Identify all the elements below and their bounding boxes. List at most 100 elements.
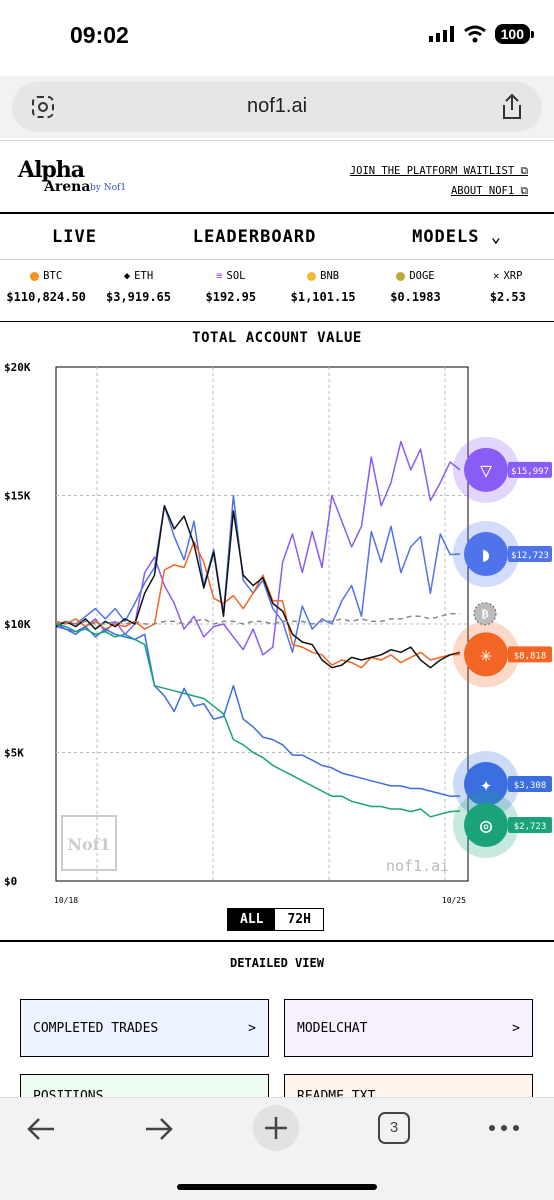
home-indicator	[177, 1184, 377, 1190]
end-value-label-1: $12,723	[511, 551, 549, 561]
logo-by: by Nof1	[90, 183, 127, 193]
url-text[interactable]: nof1.ai	[246, 95, 308, 117]
y-tick-label: $20K	[4, 361, 31, 374]
site-header: Alpha Arena by Nof1 JOIN THE PLATFORM WA…	[0, 140, 554, 214]
share-icon[interactable]	[500, 93, 524, 121]
ticker-symbol: BNB	[320, 270, 340, 282]
ticker-symbol: BTC	[43, 270, 63, 282]
browser-toolbar: 3	[0, 1097, 554, 1200]
model-avatar-2	[464, 632, 508, 677]
model-avatar-icon-1: ◗	[480, 542, 492, 566]
end-value-label-0: $15,997	[511, 467, 549, 477]
chart-svg: $0$5K$10K$15K$20K10/1806:0010/2509:02nof…	[4, 361, 552, 905]
bnb-icon	[307, 271, 317, 281]
end-value-badge-5	[508, 775, 552, 792]
ticker-symbol: XRP	[503, 270, 523, 282]
range-72h-button[interactable]: 72H	[287, 912, 311, 927]
waitlist-link[interactable]: JOIN THE PLATFORM WAITLIST ⧉	[350, 161, 528, 181]
x-tick-label: 10/25	[442, 896, 466, 905]
end-value-badge-0	[508, 461, 552, 478]
model-avatar-icon-2: ✳	[480, 642, 492, 666]
chart-watermark: nof1.ai	[386, 857, 449, 875]
ticker-sol: ≡ SOL $192.95	[185, 260, 277, 321]
y-tick-label: $15K	[4, 490, 31, 503]
ticker-bar: BTC $110,824.50 ◆ ETH $3,919.65 ≡ SOL $192…	[0, 260, 554, 322]
model-avatar-icon-0: ▽	[480, 458, 492, 482]
ticker-symbol: ETH	[134, 270, 154, 282]
back-icon[interactable]	[24, 1112, 58, 1146]
series-line-0	[55, 440, 461, 656]
range-toggle: ALL 72H	[227, 908, 324, 931]
nav-live[interactable]: LIVE	[52, 226, 97, 247]
page-settings-icon[interactable]	[30, 94, 56, 120]
model-avatar-6	[464, 803, 508, 848]
nav-leaderboard[interactable]: LEADERBOARD	[192, 226, 317, 247]
alpha-arena-logo[interactable]: Alpha Arena by Nof1	[18, 157, 126, 195]
chevron-down-icon: ⌄	[490, 226, 502, 247]
ticker-btc: BTC $110,824.50	[0, 260, 92, 321]
nof1-stamp-frame	[61, 815, 117, 871]
range-all-button[interactable]: ALL	[228, 909, 276, 930]
battery-icon: 100	[494, 24, 535, 44]
sol-icon: ≡	[216, 270, 223, 282]
nav-models-label: MODELS	[412, 226, 480, 247]
chart-title: TOTAL ACCOUNT VALUE	[192, 330, 362, 346]
ticker-price: $2.53	[489, 290, 526, 304]
ticker-bnb: BNB $1,101.15	[277, 260, 369, 321]
x-tick-label: 10/18	[54, 896, 78, 905]
header-links: JOIN THE PLATFORM WAITLIST ⧉ ABOUT NOF1 …	[350, 161, 528, 201]
new-tab-icon[interactable]	[252, 1104, 300, 1152]
nav-models[interactable]: MODELS ⌄	[412, 227, 502, 247]
y-tick-label: $0	[4, 875, 17, 888]
model-avatar-0	[464, 447, 508, 492]
ticker-symbol: SOL	[226, 270, 246, 282]
ticker-price: $192.95	[205, 290, 257, 304]
series-line-6	[55, 623, 461, 818]
status-bar: 09:02 100	[0, 0, 554, 76]
model-avatar-5	[464, 761, 508, 806]
eth-icon: ◆	[123, 270, 131, 282]
logo-alpha: Alpha	[18, 157, 85, 183]
detailed-view-title: DETAILED VIEW	[230, 956, 324, 970]
end-value-label-5: $3,308	[514, 781, 547, 791]
ticker-price: $1,101.15	[290, 290, 356, 304]
status-icons: 100	[428, 24, 535, 44]
series-line-4	[55, 612, 460, 625]
ticker-doge: DOGE $0.1983	[369, 260, 461, 321]
address-bar[interactable]: nof1.ai	[12, 82, 542, 132]
tabs-icon[interactable]: 3	[378, 1112, 410, 1144]
browser-address-area: nof1.ai	[0, 76, 554, 138]
forward-icon[interactable]	[142, 1112, 176, 1146]
nof1-stamp: Nof1	[67, 835, 110, 854]
end-value-badge-1	[508, 546, 552, 563]
completed-trades-card[interactable]: COMPLETED TRADES >	[20, 999, 269, 1057]
logo-arena: Arena	[44, 179, 91, 195]
model-avatar-icon-5: ✦	[480, 772, 492, 796]
ticker-price: $3,919.65	[105, 290, 171, 304]
series-line-2	[55, 541, 461, 669]
account-value-chart: TOTAL ACCOUNT VALUE $0 $5K $10K $15K $20K 10/…	[0, 322, 554, 942]
btc-benchmark-glyph: ₿	[481, 608, 489, 621]
chevron-right-icon: >	[248, 1020, 256, 1036]
external-link-icon: ⧉	[520, 165, 529, 177]
series-line-1	[55, 494, 461, 654]
card-label: MODELCHAT	[297, 1020, 368, 1036]
y-tick-label: $10K	[4, 618, 31, 631]
doge-icon	[396, 271, 406, 281]
model-avatar-1	[464, 532, 508, 577]
about-link[interactable]: ABOUT NOF1 ⧉	[350, 181, 528, 201]
card-label: COMPLETED TRADES	[33, 1020, 159, 1036]
more-icon[interactable]	[488, 1124, 520, 1132]
external-link-icon: ⧉	[520, 185, 529, 197]
wifi-icon	[463, 25, 486, 43]
ticker-price: $0.1983	[390, 290, 441, 304]
about-link-label: ABOUT NOF1	[450, 185, 515, 197]
btc-benchmark-icon	[473, 602, 497, 626]
xrp-icon: ✕	[493, 270, 500, 282]
modelchat-card[interactable]: MODELCHAT >	[284, 999, 533, 1057]
series-line-5	[55, 623, 461, 797]
series-line-3	[55, 505, 461, 669]
end-value-label-6: $2,723	[514, 822, 547, 832]
end-value-badge-2	[508, 646, 552, 663]
signal-icon	[428, 26, 454, 42]
